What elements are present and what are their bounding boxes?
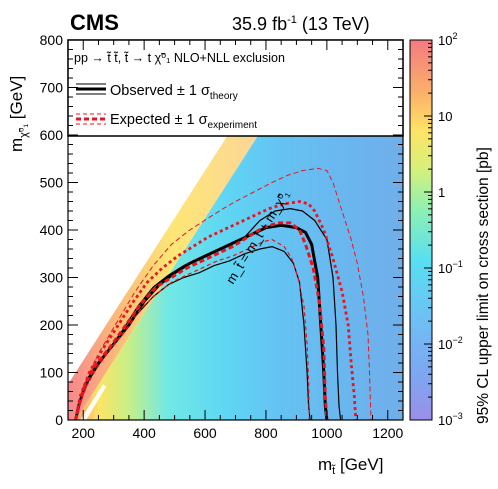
y-tick-label: 800 (40, 32, 64, 48)
x-tick-label: 400 (132, 425, 156, 441)
legend-expected: Expected ± 1 σexperiment (76, 112, 257, 131)
y-axis: 0 100 200 300 400 500 600 700 800 (40, 32, 403, 428)
color-bar: 102 10 1 10−1 10−2 10−3 (409, 31, 463, 428)
contour-2 (75, 246, 311, 420)
color-bar-title: 95% CL upper limit on cross section [pb] (475, 147, 492, 424)
y-tick-label: 400 (40, 222, 64, 238)
heatmap-diagonal-band (68, 135, 259, 420)
contours (74, 167, 372, 420)
z-tick-label: 1 (438, 185, 445, 200)
z-tick-label: 10−2 (438, 335, 463, 352)
z-tick-label: 102 (438, 31, 457, 48)
x-tick-label: 800 (254, 425, 278, 441)
x-tick-label: 1200 (372, 425, 403, 441)
y-tick-label: 300 (40, 270, 64, 286)
x-tick-label: 200 (72, 425, 96, 441)
y-tick-label: 0 (55, 412, 63, 428)
contour-6 (75, 167, 372, 420)
experiment-label: CMS (70, 10, 119, 35)
y-tick-label: 200 (40, 317, 64, 333)
legend-observed-text: Observed ± 1 σtheory (110, 83, 238, 102)
y-tick-label: 600 (40, 127, 64, 143)
z-tick-label: 10−3 (438, 411, 463, 428)
color-bar-frame (409, 39, 433, 421)
z-tick-label: 10 (438, 109, 452, 124)
y-tick-label: 100 (40, 365, 64, 381)
legend: pp → t̃ t̃, t̃ → t χ̃⁰₁ NLO+NLL exclusio… (67, 39, 404, 137)
process-label: pp → t̃ t̃, t̃ → t χ̃⁰₁ NLO+NLL exclusio… (74, 50, 285, 65)
excluded-strip (80, 384, 107, 420)
legend-box (67, 39, 404, 137)
luminosity-label: 35.9 fb-1 (13 TeV) (232, 14, 370, 34)
x-tick-label: 600 (193, 425, 217, 441)
x-tick-label: 1000 (311, 425, 342, 441)
z-tick-label: 10−1 (438, 259, 463, 276)
x-axis: 200 400 600 800 1000 1200 (67, 40, 404, 441)
y-tick-label: 700 (40, 80, 64, 96)
contour-3 (74, 221, 329, 420)
legend-observed: Observed ± 1 σtheory (76, 83, 238, 102)
y-tick-label: 500 (40, 175, 64, 191)
color-bar-ticks: 102 10 1 10−1 10−2 10−3 (424, 31, 463, 428)
x-axis-title: mt̃ [GeV] (318, 455, 383, 477)
color-bar-gradient (410, 40, 432, 420)
y-axis-title: mχ̃⁰₁ [GeV] (7, 76, 30, 152)
contour-5 (75, 238, 310, 420)
legend-expected-text: Expected ± 1 σexperiment (110, 112, 257, 131)
